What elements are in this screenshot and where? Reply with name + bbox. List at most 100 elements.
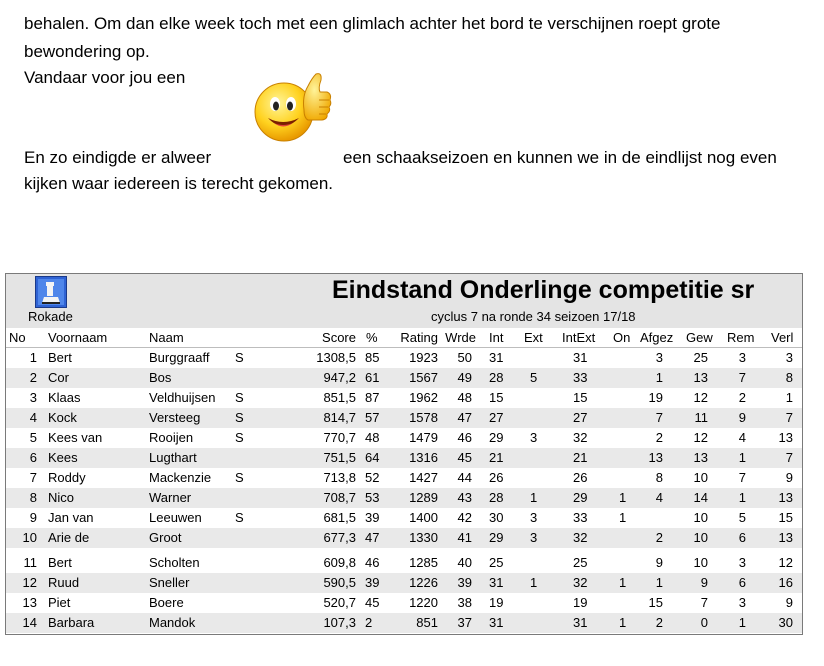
cell-no: 13 xyxy=(22,595,37,610)
cell-wrde: 49 xyxy=(457,370,472,385)
cell-afgez: 2 xyxy=(655,530,663,545)
cell-pct: 45 xyxy=(365,595,380,610)
cell-rating: 1479 xyxy=(409,430,438,445)
col-verl: Verl xyxy=(771,330,794,345)
cell-naam: Groot xyxy=(149,530,182,545)
cell-int: 31 xyxy=(489,350,504,365)
cell-voornaam: Kees xyxy=(48,450,78,465)
col-no: No xyxy=(9,330,26,345)
cell-rating: 1923 xyxy=(409,350,438,365)
paragraph-line-4b: een schaakseizoen en kunnen we in de ein… xyxy=(343,148,777,167)
cell-voornaam: Piet xyxy=(48,595,71,610)
cell-s: S xyxy=(235,470,244,485)
cell-rem: 6 xyxy=(738,575,746,590)
cell-verl: 13 xyxy=(778,430,793,445)
cell-rem: 4 xyxy=(738,430,746,445)
cell-rem: 3 xyxy=(738,350,746,365)
cell-voornaam: Arie de xyxy=(48,530,90,545)
cell-intext: 31 xyxy=(573,615,588,630)
cell-voornaam: Ruud xyxy=(48,575,80,590)
col-pct: % xyxy=(366,330,378,345)
cell-wrde: 40 xyxy=(457,555,472,570)
cell-afgez: 7 xyxy=(655,410,663,425)
table-row: 3 Klaas Veldhuijsen S 851,5 87 1962 48 15 15 19 12 2… xyxy=(6,388,802,408)
cell-afgez: 8 xyxy=(655,470,663,485)
cell-no: 9 xyxy=(29,510,37,525)
cell-rem: 9 xyxy=(738,410,746,425)
cell-naam: Rooijen xyxy=(149,430,194,445)
cell-naam: Warner xyxy=(149,490,192,505)
cell-wrde: 39 xyxy=(457,575,472,590)
table-subtitle: cyclus 7 na ronde 34 seizoen 17/18 xyxy=(431,309,636,324)
cell-gew: 9 xyxy=(700,575,708,590)
cell-wrde: 50 xyxy=(457,350,472,365)
chess-club-logo-icon xyxy=(35,276,67,308)
cell-no: 6 xyxy=(29,450,37,465)
cell-verl: 16 xyxy=(778,575,793,590)
cell-on: 1 xyxy=(619,490,627,505)
cell-rem: 7 xyxy=(738,370,746,385)
cell-int: 30 xyxy=(489,510,504,525)
cell-rem: 6 xyxy=(738,530,746,545)
cell-rating: 1567 xyxy=(409,370,438,385)
table-row: 5 Kees van Rooijen S 770,7 48 1479 46 29 3 32 2 12 4 1… xyxy=(6,428,802,448)
cell-rem: 7 xyxy=(738,470,746,485)
table-row: 4 Kock Versteeg S 814,7 57 1578 47 27 27 7 11 9 7 xyxy=(6,408,802,428)
cell-intext: 29 xyxy=(573,490,588,505)
cell-rating: 1220 xyxy=(409,595,438,610)
col-rating: Rating xyxy=(400,330,438,345)
cell-wrde: 47 xyxy=(457,410,472,425)
cell-rem: 2 xyxy=(738,390,746,405)
cell-pct: 47 xyxy=(365,530,380,545)
col-intext: IntExt xyxy=(562,330,596,345)
cell-intext: 26 xyxy=(573,470,588,485)
cell-wrde: 44 xyxy=(457,470,472,485)
cell-no: 1 xyxy=(29,350,37,365)
cell-wrde: 48 xyxy=(457,390,472,405)
thumbs-up-smiley-icon xyxy=(254,73,332,142)
cell-verl: 13 xyxy=(778,490,793,505)
cell-pct: 57 xyxy=(365,410,380,425)
paragraph-line-5: kijken waar iedereen is terecht gekomen. xyxy=(24,174,333,193)
cell-on: 1 xyxy=(619,575,627,590)
cell-afgez: 15 xyxy=(648,595,663,610)
cell-pct: 39 xyxy=(365,575,380,590)
cell-pct: 52 xyxy=(365,470,380,485)
cell-score: 713,8 xyxy=(323,470,356,485)
cell-score: 681,5 xyxy=(323,510,356,525)
cell-verl: 13 xyxy=(778,530,793,545)
cell-afgez: 13 xyxy=(648,450,663,465)
cell-int: 19 xyxy=(489,595,504,610)
cell-voornaam: Jan van xyxy=(48,510,94,525)
cell-intext: 33 xyxy=(573,510,588,525)
table-title: Eindstand Onderlinge competitie sr xyxy=(332,276,755,304)
cell-wrde: 37 xyxy=(457,615,472,630)
cell-rem: 1 xyxy=(738,615,746,630)
cell-intext: 31 xyxy=(573,350,588,365)
cell-int: 29 xyxy=(489,530,504,545)
cell-wrde: 38 xyxy=(457,595,472,610)
cell-rem: 3 xyxy=(738,595,746,610)
cell-no: 12 xyxy=(22,575,37,590)
cell-gew: 11 xyxy=(694,410,709,425)
cell-afgez: 2 xyxy=(655,615,663,630)
cell-verl: 7 xyxy=(785,410,793,425)
table-row: 2 Cor Bos 947,2 61 1567 49 28 5 33 1 13 7 8 xyxy=(6,368,802,388)
cell-voornaam: Barbara xyxy=(48,615,95,630)
cell-s: S xyxy=(235,390,244,405)
cell-rem: 1 xyxy=(738,490,746,505)
col-on: On xyxy=(613,330,631,345)
cell-pct: 53 xyxy=(365,490,380,505)
cell-naam: Bos xyxy=(149,370,172,385)
cell-no: 10 xyxy=(22,530,37,545)
cell-score: 814,7 xyxy=(323,410,356,425)
table-row: 10 Arie de Groot 677,3 47 1330 41 29 3 32 2 10 6 13 xyxy=(6,528,802,548)
table-row: 14 Barbara Mandok 107,3 2 851 37 31 31 1 2 0 1 30 xyxy=(6,613,802,633)
col-ext: Ext xyxy=(524,330,543,345)
cell-int: 27 xyxy=(489,410,504,425)
cell-rating: 1427 xyxy=(409,470,438,485)
cell-voornaam: Bert xyxy=(48,350,72,365)
cell-score: 677,3 xyxy=(323,530,356,545)
cell-gew: 10 xyxy=(693,510,708,525)
cell-naam: Scholten xyxy=(149,555,200,570)
